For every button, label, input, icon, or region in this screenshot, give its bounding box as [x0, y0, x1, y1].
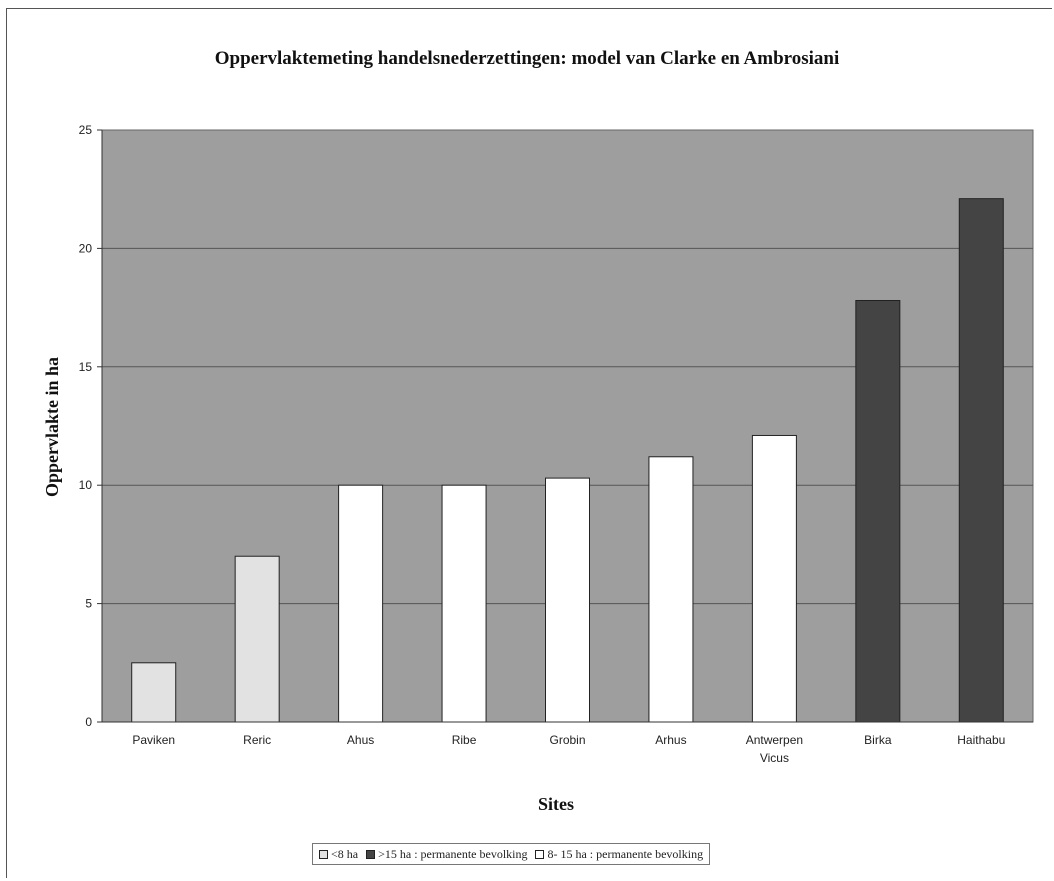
legend: <8 ha >15 ha : permanente bevolking 8- 15 …	[312, 843, 711, 865]
x-tick-label-line: Haithabu	[957, 733, 1005, 747]
x-tick-label-line: Vicus	[760, 751, 789, 765]
legend-item: <8 ha	[319, 847, 358, 862]
x-tick-label: Birka	[864, 733, 892, 747]
x-tick-label-line: Grobin	[549, 733, 585, 747]
x-axis-ticks: Paviken Reric Ahus Ribe Grobin Arhus Antwerpen…	[102, 721, 1033, 765]
x-tick-label-line: Ribe	[452, 733, 477, 747]
x-tick-label: Ribe	[452, 733, 477, 747]
legend-label: >15 ha : permanente bevolking	[378, 846, 528, 861]
x-tick-label-line: Paviken	[132, 733, 175, 747]
y-tick-label: 10	[79, 478, 93, 492]
x-tick-label: Reric	[243, 733, 271, 747]
y-tick-label: 15	[79, 360, 93, 374]
bar-birka	[855, 299, 901, 723]
bar-grobin	[545, 477, 590, 723]
chart-title: Oppervlaktemeting handelsnederzettingen:…	[214, 48, 840, 69]
x-tick-label: Paviken	[132, 733, 175, 747]
bar-paviken	[131, 662, 177, 723]
x-tick-label: Grobin	[549, 733, 585, 747]
bar-haithabu	[958, 198, 1004, 723]
legend-swatch	[535, 849, 545, 859]
x-axis-title: Sites	[538, 794, 574, 814]
y-axis-ticks: 0 5 10 15 20 25	[79, 123, 103, 729]
legend-swatch	[319, 849, 328, 859]
y-tick-label: 25	[79, 123, 93, 137]
y-tick-label: 20	[79, 241, 93, 255]
bars	[131, 198, 1004, 723]
bar-antwerpen-vicus	[751, 434, 797, 723]
x-tick-label-line: Reric	[243, 733, 271, 747]
x-tick-label: Haithabu	[957, 733, 1005, 747]
bar-reric	[234, 555, 280, 723]
x-tick-label-line: Antwerpen	[746, 733, 803, 747]
legend-label: <8 ha	[331, 846, 359, 861]
y-tick-label: 5	[85, 597, 92, 611]
y-axis-title: Oppervlakte in ha	[42, 357, 62, 497]
x-tick-label: Antwerpen Vicus	[746, 733, 803, 765]
legend-label: 8- 15 ha : permanente bevolking	[547, 846, 704, 861]
legend-item: >15 ha : permanente bevolking	[366, 847, 527, 862]
bar-ribe	[441, 484, 487, 723]
legend-item: 8- 15 ha : permanente bevolking	[535, 847, 703, 862]
x-tick-label-line: Ahus	[347, 733, 374, 747]
bar-arhus	[648, 456, 694, 723]
bar-ahus	[338, 484, 384, 723]
x-tick-label-line: Birka	[864, 733, 892, 747]
x-tick-label: Ahus	[347, 733, 374, 747]
y-tick-label: 0	[85, 715, 92, 729]
x-tick-label-line: Arhus	[655, 733, 686, 747]
legend-swatch	[366, 849, 376, 859]
x-tick-label: Arhus	[655, 733, 686, 747]
